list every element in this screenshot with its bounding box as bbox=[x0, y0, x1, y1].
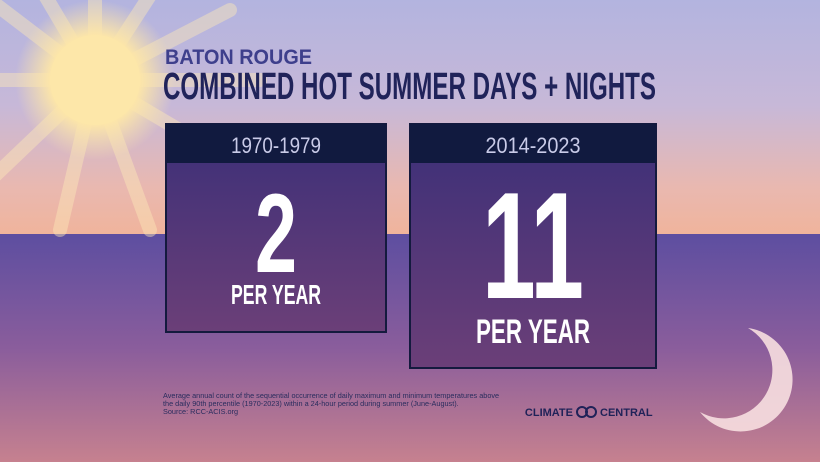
footnote-line: Source: RCC-ACIS.org bbox=[163, 407, 238, 416]
period: 1970-1979 bbox=[231, 133, 321, 158]
panel-header bbox=[166, 124, 386, 163]
unit: PER YEAR bbox=[476, 313, 590, 351]
unit: PER YEAR bbox=[231, 279, 321, 310]
value: 11 bbox=[482, 161, 584, 331]
footnote-line: Average annual count of the sequential o… bbox=[163, 391, 499, 400]
panel: 1970-1979 2 PER YEAR bbox=[165, 123, 387, 333]
title: COMBINED HOT SUMMER DAYS + NIGHTS bbox=[163, 66, 656, 108]
logo-icon bbox=[576, 406, 597, 418]
logo-text: CLIMATE bbox=[525, 407, 573, 419]
panel-header bbox=[410, 124, 656, 163]
panel-box bbox=[409, 123, 657, 369]
period: 2014-2023 bbox=[486, 133, 581, 158]
panel: 2014-2023 11 PER YEAR bbox=[409, 123, 657, 369]
footnote-line: the daily 90th percentile (1970-2023) wi… bbox=[163, 399, 459, 408]
location: BATON ROUGE bbox=[165, 46, 312, 69]
logo-text: CENTRAL bbox=[600, 407, 653, 419]
sun bbox=[50, 35, 140, 125]
logo: CLIMATE CENTRAL bbox=[525, 406, 653, 419]
footnote: Average annual count of the sequential o… bbox=[163, 391, 499, 416]
moon bbox=[700, 328, 793, 432]
value: 2 bbox=[255, 171, 297, 296]
